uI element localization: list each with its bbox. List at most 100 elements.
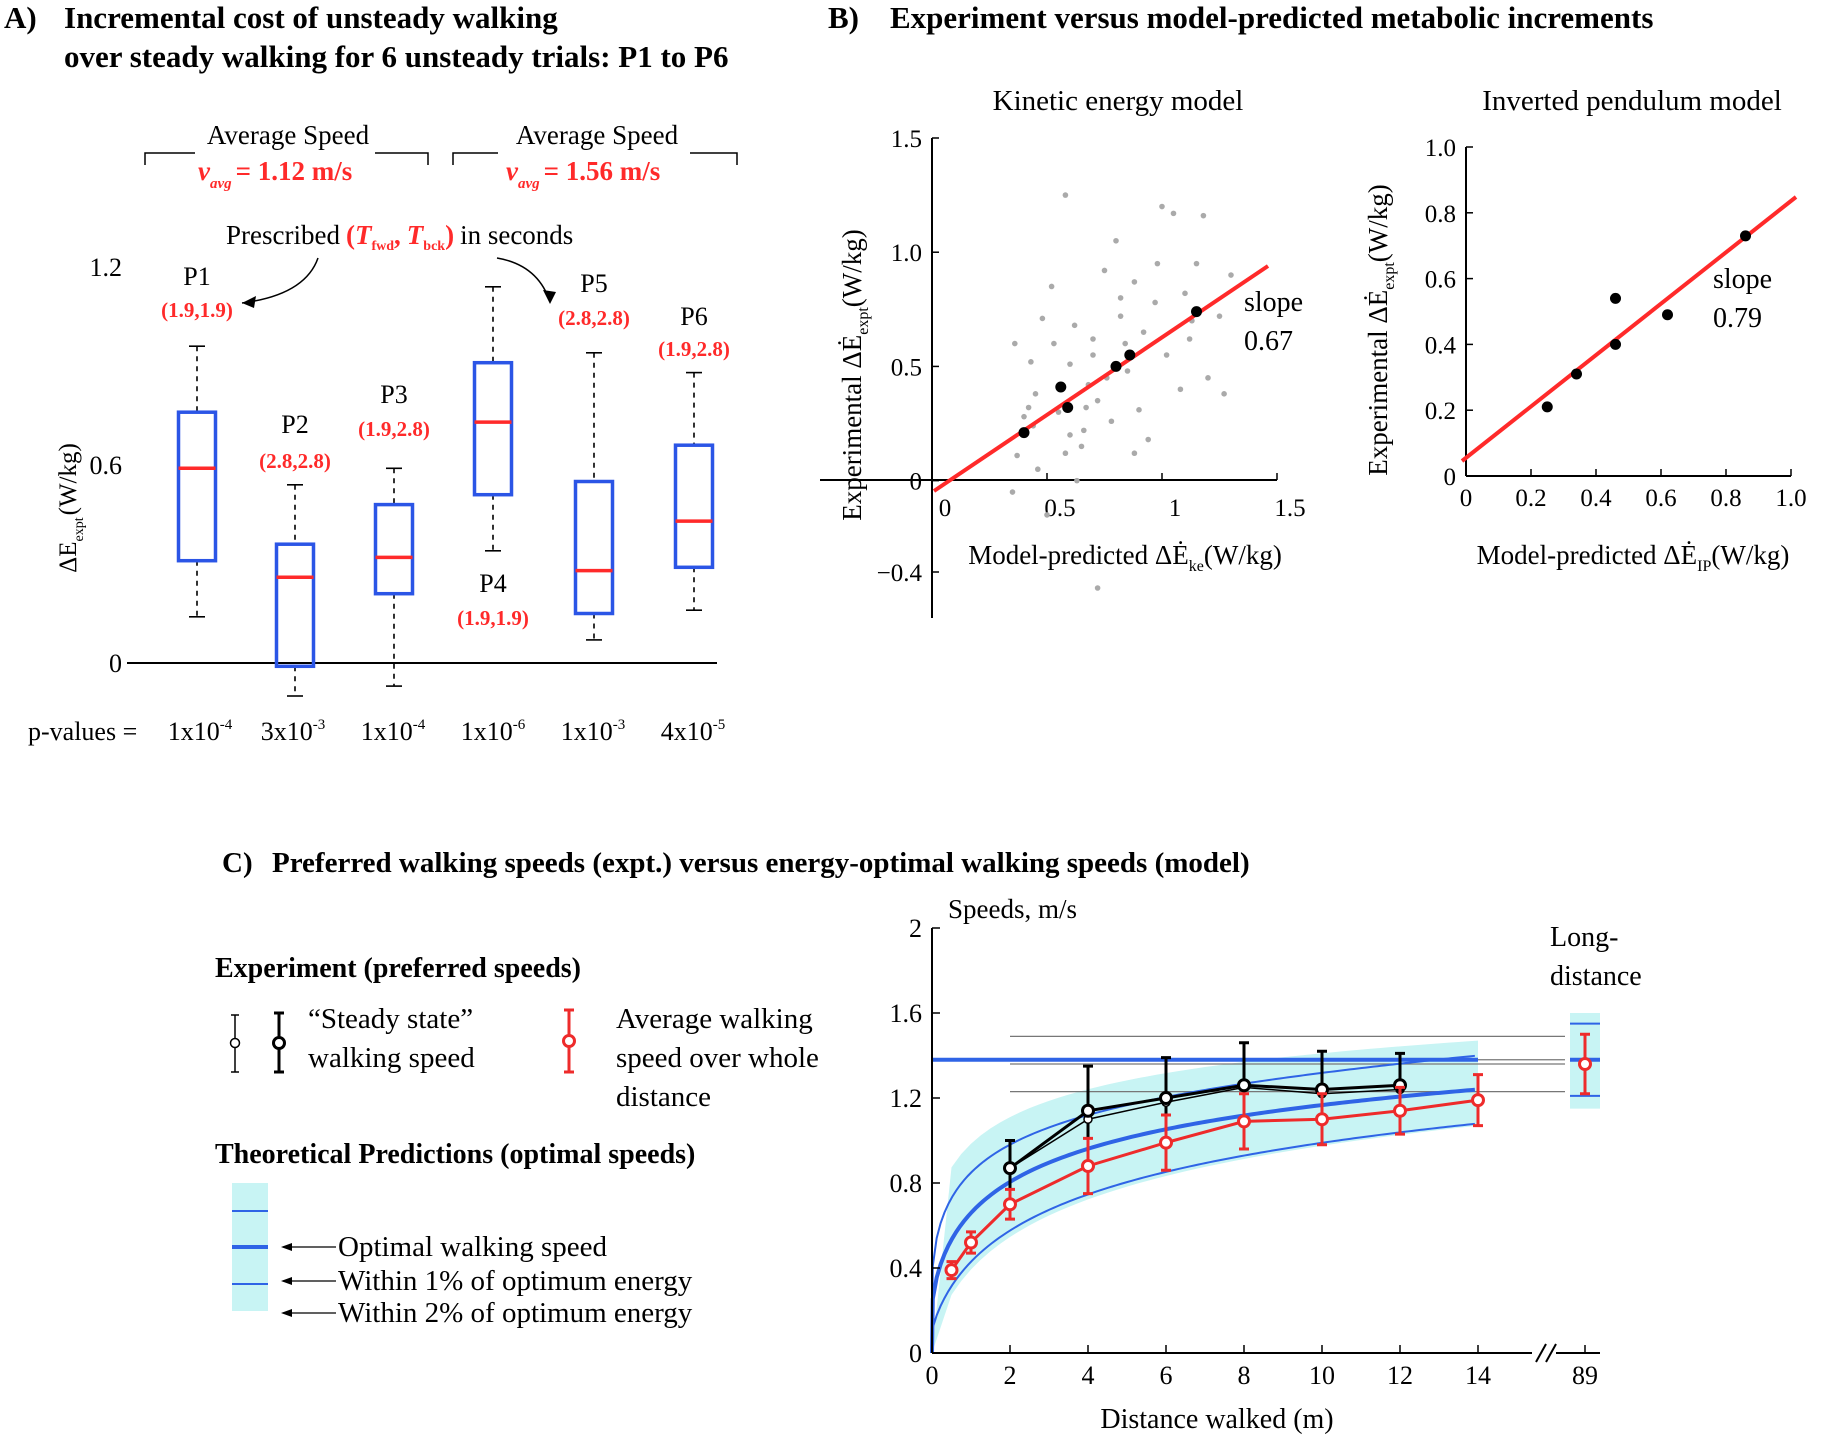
trial-point xyxy=(1221,391,1227,397)
average-point xyxy=(1471,1093,1485,1108)
y-tick-label: 0 xyxy=(910,469,923,496)
steady-line xyxy=(1009,1083,1401,1170)
steady-open-line xyxy=(1009,1086,1401,1169)
trial-point xyxy=(1108,418,1115,425)
trial-point xyxy=(1009,489,1016,495)
c-x-tick-label: 12 xyxy=(1387,1361,1413,1390)
trial-point xyxy=(1071,322,1078,329)
long-distance-label-2: distance xyxy=(1550,961,1642,992)
speed-group-2-label: Average Speed xyxy=(516,120,679,150)
trial-point xyxy=(1090,336,1096,342)
average-point xyxy=(1003,1197,1017,1212)
panel-b: B) Experiment versus model-predicted met… xyxy=(820,0,1807,618)
a-ytick-label: 0 xyxy=(109,649,122,678)
p-value-exponent: -3 xyxy=(613,717,626,733)
x-tick-label: 0.6 xyxy=(1645,485,1676,512)
kinetic-energy-plot: Kinetic energy model −0.4 0 0.5 1.0 1.5 0 0.5 1 1… xyxy=(820,85,1306,618)
steady-point xyxy=(1237,1078,1251,1093)
c-y-axis-label: Speeds, m/s xyxy=(948,894,1077,924)
trial-point xyxy=(1048,283,1055,290)
c-x-tick-label: 0 xyxy=(926,1361,939,1390)
average-point xyxy=(1315,1112,1329,1127)
c-x-tick-label: 6 xyxy=(1160,1361,1173,1390)
c-y-tick-label: 0 xyxy=(909,1339,922,1368)
bracket-right-2 xyxy=(690,152,738,165)
p-value-mantissa: 3x10 xyxy=(261,717,313,746)
legend-steady-bold-marker xyxy=(272,1036,286,1050)
mean-point xyxy=(1571,368,1582,380)
c-x-tick-label: 89 xyxy=(1572,1361,1598,1390)
c-y-tick-label: 0.8 xyxy=(890,1169,923,1198)
legend-2pct-label: Within 2% of optimum energy xyxy=(338,1297,693,1329)
trial-point xyxy=(1028,359,1034,365)
axis-break-1 xyxy=(1535,1343,1547,1363)
average-point xyxy=(1159,1135,1173,1150)
fit-line xyxy=(1460,195,1798,463)
mean-point xyxy=(1124,349,1136,361)
panel-a-boxes: P1 (1.9,1.9) P2 (2.8,2.8) P3 (1.9,2.8) P4 (1.9,… xyxy=(161,262,730,697)
speed-group-1-value: vavg = 1.12 m/s xyxy=(198,156,352,192)
bracket-right-1 xyxy=(375,152,429,165)
panel-a-label: A) xyxy=(4,0,37,35)
speed-group-2: Average Speed vavg = 1.56 m/s xyxy=(452,120,738,192)
x-label-sub: ke xyxy=(1189,558,1204,575)
trial-point xyxy=(1117,295,1124,301)
steady-point xyxy=(1081,1103,1095,1118)
x-axis-label: Model-predicted ΔĖke(W/kg) xyxy=(968,540,1282,575)
legend-steady-open-marker xyxy=(229,1037,241,1049)
x-tick-label: 0.8 xyxy=(1710,485,1741,512)
y-label-text: Experimental ΔĖ xyxy=(1363,290,1393,476)
p-value-exponent: -4 xyxy=(220,717,233,733)
trial-point xyxy=(1062,450,1069,457)
trial-point xyxy=(1200,212,1207,219)
trial-point xyxy=(1205,375,1211,381)
mean-point xyxy=(1191,306,1202,318)
box-p1 xyxy=(176,410,218,563)
trial-point xyxy=(1131,279,1138,285)
trial-point xyxy=(1186,336,1193,342)
trial-point xyxy=(1117,313,1124,319)
avg-label-line3: distance xyxy=(616,1081,711,1113)
optimal-curve xyxy=(930,1087,1476,1354)
x-tick-label: 1.5 xyxy=(1274,495,1305,522)
slope-label: slope xyxy=(1713,264,1772,295)
y-label-sub: expt xyxy=(855,307,872,335)
trial-point xyxy=(1081,427,1087,434)
slope-value: 0.67 xyxy=(1244,326,1293,357)
y-tick-label: 0.2 xyxy=(1425,398,1456,425)
p-value: 1x10-4 xyxy=(168,717,233,746)
p-value-exponent: -5 xyxy=(713,717,726,733)
trial-point xyxy=(1216,313,1223,319)
panel-a-title-line2: over steady walking for 6 unsteady trial… xyxy=(64,39,728,74)
trial-point xyxy=(1012,340,1018,347)
prescribed-arrowhead-1 xyxy=(242,296,256,308)
trial-point xyxy=(1113,237,1119,244)
p-values-label: p-values = xyxy=(28,717,137,746)
slope-value: 0.79 xyxy=(1713,303,1762,334)
mean-point xyxy=(1662,309,1673,321)
y-tick-label: 0.8 xyxy=(1425,201,1456,228)
c-x-tick-label: 8 xyxy=(1238,1361,1251,1390)
optimal-band xyxy=(932,1040,1478,1353)
box-label-p6: P6 xyxy=(680,302,707,331)
y-tick-label: 1.0 xyxy=(1425,135,1456,162)
avg-label-line2: speed over whole xyxy=(616,1042,819,1074)
p-value: 1x10-3 xyxy=(561,717,626,746)
prescribed-p5: (2.8,2.8) xyxy=(558,306,630,330)
box-p5 xyxy=(573,479,615,616)
trial-point xyxy=(1025,404,1032,411)
plot-title: Inverted pendulum model xyxy=(1482,85,1782,117)
box-label-p2: P2 xyxy=(281,410,308,439)
theory-heading: Theoretical Predictions (optimal speeds) xyxy=(215,1139,695,1170)
y-tick-label: 0.4 xyxy=(1425,332,1457,359)
trial-point xyxy=(1170,210,1177,217)
y-tick-label: 0.5 xyxy=(891,354,922,381)
slope-label: slope xyxy=(1244,287,1303,318)
prescribed-arrow-2 xyxy=(496,257,551,303)
x-axis-label: Model-predicted ΔĖIP(W/kg) xyxy=(1477,540,1790,575)
trial-point xyxy=(1094,397,1101,404)
lower-1pct-curve xyxy=(931,1122,1475,1354)
trial-point xyxy=(1014,452,1020,459)
p-value: 3x10-3 xyxy=(261,717,326,746)
